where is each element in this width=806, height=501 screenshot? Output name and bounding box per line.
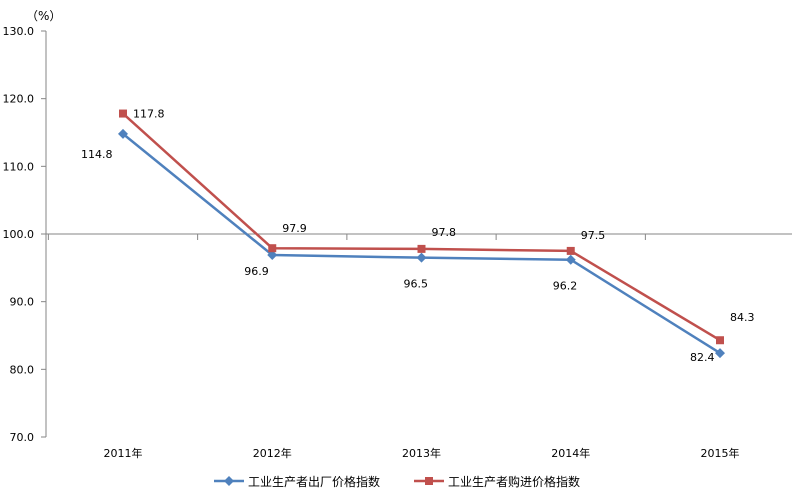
data-point-marker — [119, 109, 127, 118]
x-tick-label: 2012年 — [253, 446, 292, 460]
legend-label: 工业生产者出厂价格指数 — [248, 474, 380, 489]
data-label: 97.9 — [282, 222, 307, 235]
y-tick-label: 90.0 — [10, 296, 35, 309]
legend: 工业生产者出厂价格指数 工业生产者购进价格指数 — [214, 474, 580, 489]
data-labels-layer: 114.8 96.9 96.5 96.2 82.4 117.8 97.9 97.8 97.5 84… — [81, 108, 755, 365]
axes-layer: （%） 70.0 80.0 90.0 100.0 110.0 120.0 130.0 2011年… — [3, 9, 792, 460]
data-label: 96.2 — [553, 280, 578, 293]
data-label: 117.8 — [133, 108, 165, 121]
y-unit-label: （%） — [26, 9, 61, 23]
data-label: 97.5 — [581, 229, 606, 242]
data-point-marker — [417, 244, 426, 253]
data-point-marker — [267, 249, 278, 260]
legend-marker — [224, 476, 234, 486]
data-label: 96.5 — [404, 278, 429, 291]
data-point-marker — [118, 128, 128, 139]
data-point-marker — [565, 254, 576, 265]
data-label: 97.8 — [432, 226, 457, 239]
series-layer — [118, 109, 725, 359]
data-point-marker — [716, 336, 724, 345]
x-tick-label: 2014年 — [551, 446, 590, 460]
series-line-2 — [122, 112, 721, 342]
legend-label: 工业生产者购进价格指数 — [448, 474, 580, 489]
y-tick-label: 130.0 — [3, 25, 35, 38]
x-tick-label: 2013年 — [402, 446, 441, 460]
data-point-marker — [566, 246, 575, 255]
data-label: 114.8 — [81, 148, 113, 161]
y-tick-label: 70.0 — [10, 431, 35, 444]
series-line-1 — [122, 132, 721, 355]
y-tick-label: 110.0 — [3, 160, 35, 173]
data-label: 84.3 — [730, 311, 755, 324]
x-tick-label: 2011年 — [104, 446, 143, 460]
data-point-marker — [268, 244, 277, 253]
y-tick-label: 100.0 — [3, 228, 35, 241]
data-point-marker — [416, 252, 427, 263]
data-label: 96.9 — [244, 265, 269, 278]
x-tick-label: 2015年 — [701, 446, 740, 460]
legend-marker — [425, 477, 433, 485]
y-tick-label: 80.0 — [10, 363, 35, 376]
y-tick-label: 120.0 — [3, 93, 35, 106]
data-label: 82.4 — [690, 351, 715, 364]
data-point-marker — [715, 348, 725, 359]
